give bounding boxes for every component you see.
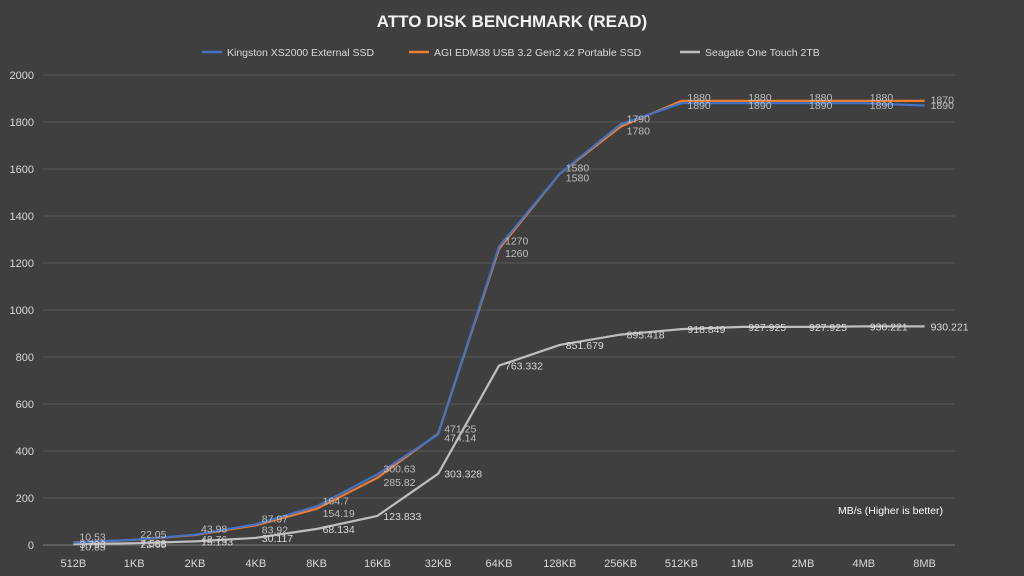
legend: Kingston XS2000 External SSD AGI EDM38 US…	[202, 47, 820, 59]
x-tick-label: 4MB	[852, 558, 875, 570]
series-line-2	[73, 99, 925, 544]
data-label: 15.133	[201, 536, 233, 548]
data-label: 10.53	[79, 532, 105, 544]
chart-annotation: MB/s (Higher is better)	[838, 505, 943, 517]
data-label: 1790	[627, 113, 651, 125]
data-labels: 10.53 22.05 43.98 87.97 164.7 300.63 471.25 127…	[79, 92, 968, 553]
data-label: 930.221	[931, 321, 969, 333]
y-tick-label: 1000	[10, 305, 34, 317]
x-tick-label: 128KB	[543, 558, 576, 570]
x-tick-label: 8MB	[913, 558, 936, 570]
data-label: 1890	[687, 100, 711, 112]
data-label: 1890	[870, 100, 894, 112]
x-tick-label: 64KB	[486, 558, 513, 570]
data-label: 164.7	[323, 495, 349, 507]
y-tick-label: 800	[16, 352, 34, 364]
data-label: 83.92	[262, 524, 288, 536]
data-label: 895.418	[627, 330, 665, 342]
series-lines	[73, 99, 925, 546]
data-label: 22.05	[140, 529, 166, 541]
data-label: 285.82	[383, 477, 415, 489]
y-axis-ticks: 0 200 400 600 800 1000 1200 1400 1600 1800 2000	[10, 70, 34, 552]
x-tick-label: 1MB	[731, 558, 754, 570]
data-label: 1880	[687, 92, 711, 104]
x-tick-label: 2MB	[792, 558, 815, 570]
y-tick-label: 400	[16, 446, 34, 458]
x-tick-label: 32KB	[425, 558, 452, 570]
data-label: 1260	[505, 248, 529, 260]
x-tick-label: 1KB	[124, 558, 145, 570]
data-label: 927.925	[748, 322, 786, 334]
data-label: 154.19	[323, 508, 355, 520]
y-tick-label: 1800	[10, 117, 34, 129]
x-tick-label: 16KB	[364, 558, 391, 570]
series-line-1	[73, 102, 925, 544]
data-label: 763.332	[505, 361, 543, 373]
data-label: 42.76	[201, 534, 227, 546]
data-label: 43.98	[201, 524, 227, 536]
data-label: 1880	[748, 92, 772, 104]
data-label: 930.221	[870, 321, 908, 333]
data-label: 87.97	[262, 513, 288, 525]
y-tick-label: 200	[16, 493, 34, 505]
data-label: 10.85	[79, 541, 105, 553]
data-label: 1890	[748, 100, 772, 112]
data-label: 471.25	[444, 423, 476, 435]
data-label: 1880	[870, 92, 894, 104]
x-tick-label: 512KB	[665, 558, 698, 570]
legend-entry: AGI EDM38 USB 3.2 Gen2 x2 Portable SSD	[434, 47, 642, 59]
grid	[43, 74, 955, 546]
x-tick-label: 512B	[61, 558, 87, 570]
legend-entry: Seagate One Touch 2TB	[705, 47, 820, 59]
x-tick-label: 2KB	[185, 558, 206, 570]
x-tick-label: 4KB	[245, 558, 266, 570]
series-line-3	[73, 325, 925, 546]
data-label: 30.117	[262, 533, 293, 545]
chart-title: ATTO DISK BENCHMARK (READ)	[377, 12, 647, 31]
x-tick-label: 256KB	[604, 558, 637, 570]
data-label: 1270	[505, 236, 529, 248]
y-tick-label: 2000	[10, 70, 34, 82]
data-label: 123.833	[383, 511, 421, 523]
data-label: 303.328	[444, 469, 482, 481]
data-label: 3.793	[79, 539, 105, 551]
data-label: 21.65	[140, 539, 166, 551]
data-label: 474.14	[444, 433, 476, 445]
data-label: 1880	[809, 92, 833, 104]
y-tick-label: 0	[28, 540, 34, 552]
y-tick-label: 1600	[10, 164, 34, 176]
y-tick-label: 600	[16, 399, 34, 411]
data-label: 851.679	[566, 340, 604, 352]
data-label: 68.134	[323, 524, 355, 536]
data-label: 1870	[931, 95, 955, 107]
data-label: 1890	[931, 100, 955, 112]
data-label: 7.588	[140, 538, 166, 550]
legend-entry: Kingston XS2000 External SSD	[227, 47, 375, 59]
data-label: 927.925	[809, 322, 847, 334]
data-label: 1890	[809, 100, 833, 112]
data-label: 1580	[566, 163, 590, 175]
x-tick-label: 8KB	[306, 558, 327, 570]
data-label: 1780	[627, 126, 651, 138]
y-tick-label: 1400	[10, 211, 34, 223]
y-tick-label: 1200	[10, 258, 34, 270]
data-label: 918.849	[687, 324, 725, 336]
x-axis-ticks: 512B 1KB 2KB 4KB 8KB 16KB 32KB 64KB 128KB 256KB 51…	[61, 558, 936, 570]
data-label: 300.63	[383, 463, 415, 475]
data-label: 1580	[566, 173, 590, 185]
